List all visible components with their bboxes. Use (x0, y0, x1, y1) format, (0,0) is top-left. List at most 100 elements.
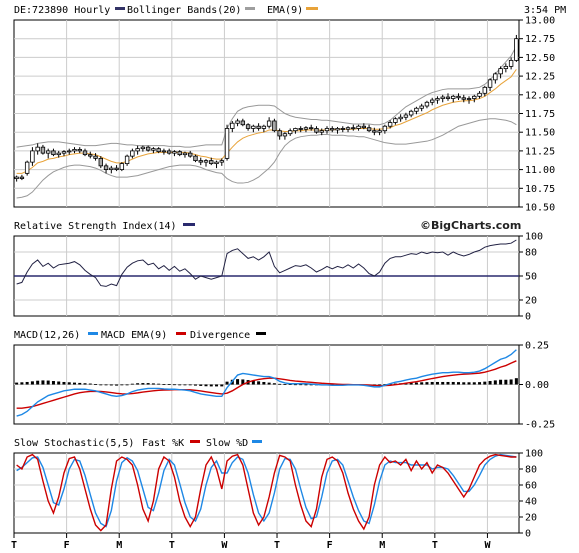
divergence-bar (220, 384, 224, 387)
candle-body (287, 130, 293, 135)
divergence-bar (293, 384, 297, 386)
candle (303, 126, 309, 133)
candle (351, 124, 356, 131)
candle-body (256, 125, 261, 129)
candle (482, 85, 488, 97)
y-tick-label: 0 (525, 312, 531, 323)
candle (35, 143, 40, 155)
candle-body (161, 150, 167, 153)
divergence-bar (41, 380, 45, 385)
bollinger-band-swatch (245, 7, 255, 10)
candle-body (119, 163, 125, 170)
candle (240, 118, 246, 127)
divergence-bar (25, 381, 29, 385)
candle-body (109, 167, 114, 171)
candle-body (93, 155, 98, 159)
divergence-bar (36, 380, 40, 385)
divergence-bar (67, 382, 71, 385)
candle-body (14, 176, 19, 179)
divergence-bar (94, 384, 98, 385)
candle-body (356, 125, 361, 129)
candle-body (440, 96, 445, 99)
candle-body (156, 148, 161, 153)
candle (24, 160, 30, 176)
divergence-bar (472, 382, 476, 385)
candle-body (240, 120, 246, 126)
candle-body (67, 150, 72, 153)
y-tick-label: 60 (525, 481, 537, 492)
candle-body (266, 120, 272, 127)
slow-d-legend-swatch (252, 440, 262, 443)
candle (324, 126, 330, 134)
candle-body (272, 120, 277, 132)
candle-body (424, 101, 430, 107)
y-tick-label: 12.50 (525, 53, 555, 64)
candle-body (319, 130, 324, 133)
candle (98, 156, 103, 169)
divergence-bar (109, 384, 113, 386)
candle (514, 34, 519, 62)
bollinger-lower-line (16, 118, 517, 199)
candle-body (324, 128, 330, 132)
candle-body (277, 130, 282, 137)
divergence-bar (225, 381, 229, 385)
divergence-bar (378, 384, 382, 386)
divergence-bar (430, 381, 434, 385)
chart-header: DE:723890 Hourly Bollinger Bands(20) EMA… (14, 5, 566, 16)
candle (67, 148, 72, 155)
divergence-bar (130, 383, 134, 385)
macd-panel: 0.25 0.00 -0.25 (13, 341, 555, 431)
divergence-legend-swatch (256, 332, 266, 335)
divergence-bar (457, 382, 461, 385)
stochastic-header: Slow Stochastic(5,5) Fast %K Slow %D (14, 438, 262, 449)
candle (245, 123, 251, 131)
y-tick-label: 40 (525, 497, 537, 508)
divergence-bar (483, 381, 487, 385)
divergence-bar (493, 380, 497, 385)
candle (156, 147, 161, 154)
candle (361, 123, 367, 130)
divergence-bar (178, 384, 182, 386)
candle-body (461, 97, 466, 100)
candle (393, 117, 398, 125)
candle-body (372, 130, 377, 133)
candle (461, 94, 466, 103)
divergence-bar (167, 384, 171, 385)
y-tick-label: 50 (525, 272, 537, 283)
candle (130, 148, 135, 159)
candle (314, 126, 319, 134)
candle (340, 126, 345, 133)
symbol-label: DE:723890 Hourly (14, 5, 110, 16)
divergence-bar (451, 381, 455, 385)
candle (445, 93, 451, 101)
divergence-bar (88, 383, 92, 385)
x-tick-label: T (274, 540, 280, 551)
candle-body (514, 38, 519, 61)
candle (19, 174, 25, 181)
candle-body (214, 161, 219, 165)
candle-body (72, 149, 77, 152)
candle (177, 150, 182, 157)
candle (219, 158, 224, 166)
candle (345, 126, 351, 133)
macd-line (16, 349, 517, 417)
candle-body (298, 128, 303, 130)
candle-body (361, 125, 367, 129)
candle-body (282, 133, 288, 137)
divergence-bar (251, 380, 255, 385)
candle (387, 120, 393, 129)
candle-body (345, 127, 351, 130)
candle (261, 124, 267, 133)
candle (114, 165, 119, 172)
candle (266, 117, 272, 129)
candle-body (135, 148, 140, 152)
candle-body (103, 165, 109, 171)
candle (82, 148, 88, 157)
candle-body (435, 98, 440, 101)
macd-ema-legend-swatch (176, 332, 186, 335)
candle (472, 94, 477, 103)
candle (256, 123, 261, 131)
macd-title: MACD(12,26) (14, 330, 80, 341)
candle-body (35, 146, 40, 152)
candle-body (166, 150, 172, 154)
